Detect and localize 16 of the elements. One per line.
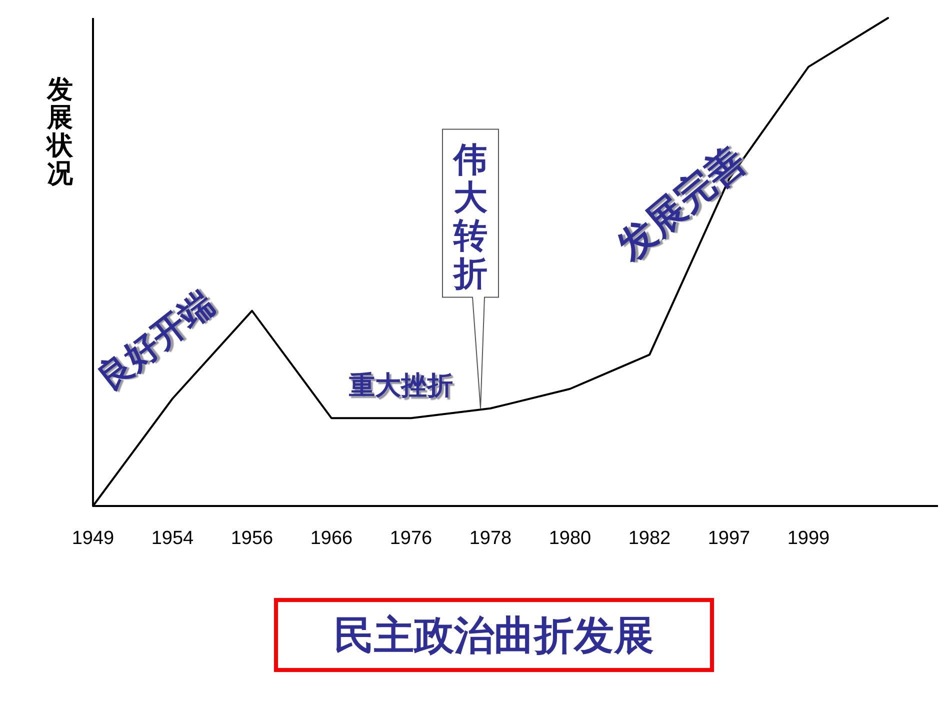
annotation: 伟大转折 bbox=[452, 140, 488, 294]
x-tick-label: 1956 bbox=[230, 528, 274, 549]
annotation: 良好开端 bbox=[90, 284, 222, 399]
x-tick-label: 1982 bbox=[628, 528, 671, 549]
x-tick-label: 1954 bbox=[151, 528, 194, 549]
annotation: 发展完善 bbox=[608, 138, 754, 270]
x-tick-label: 1978 bbox=[469, 528, 512, 549]
x-tick-label: 1997 bbox=[708, 528, 750, 549]
x-tick-label: 1966 bbox=[310, 528, 353, 549]
x-tick-label: 1949 bbox=[72, 528, 114, 549]
x-tick-label: 1976 bbox=[390, 528, 432, 549]
text: 民主政治曲折发展 bbox=[334, 613, 654, 659]
x-tick-label: 1999 bbox=[787, 528, 830, 549]
annotation: 重大挫折 bbox=[348, 370, 453, 401]
y-axis-title: 发展状况 bbox=[45, 75, 74, 189]
x-tick-label: 1980 bbox=[548, 528, 592, 549]
